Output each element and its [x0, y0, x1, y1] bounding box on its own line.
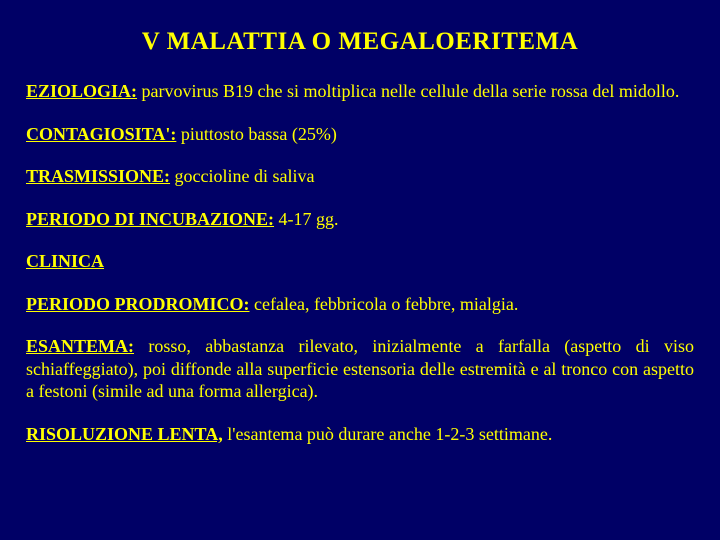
body-incubazione: 4-17 gg.: [274, 209, 339, 229]
heading-prodromico: PERIODO PRODROMICO:: [26, 294, 250, 314]
heading-esantema: ESANTEMA:: [26, 336, 134, 356]
body-prodromico: cefalea, febbricola o febbre, mialgia.: [250, 294, 519, 314]
body-trasmissione: goccioline di saliva: [170, 166, 314, 186]
heading-incubazione: PERIODO DI INCUBAZIONE:: [26, 209, 274, 229]
row-esantema: ESANTEMA: rosso, abbastanza rilevato, in…: [26, 335, 694, 403]
row-trasmissione: TRASMISSIONE: goccioline di saliva: [26, 165, 694, 188]
row-clinica: CLINICA: [26, 250, 694, 273]
row-contagiosita: CONTAGIOSITA': piuttosto bassa (25%): [26, 123, 694, 146]
body-risoluzione: l'esantema può durare anche 1-2-3 settim…: [223, 424, 553, 444]
row-risoluzione: RISOLUZIONE LENTA, l'esantema può durare…: [26, 423, 694, 446]
heading-clinica: CLINICA: [26, 251, 104, 271]
heading-trasmissione: TRASMISSIONE:: [26, 166, 170, 186]
slide-title: V MALATTIA O MEGALOERITEMA: [26, 28, 694, 56]
body-contagiosita: piuttosto bassa (25%): [176, 124, 336, 144]
body-eziologia: parvovirus B19 che si moltiplica nelle c…: [137, 81, 679, 101]
heading-eziologia: EZIOLOGIA:: [26, 81, 137, 101]
heading-risoluzione: RISOLUZIONE LENTA,: [26, 424, 223, 444]
heading-contagiosita: CONTAGIOSITA':: [26, 124, 176, 144]
row-eziologia: EZIOLOGIA: parvovirus B19 che si moltipl…: [26, 80, 694, 103]
row-prodromico: PERIODO PRODROMICO: cefalea, febbricola …: [26, 293, 694, 316]
row-incubazione: PERIODO DI INCUBAZIONE: 4-17 gg.: [26, 208, 694, 231]
slide: V MALATTIA O MEGALOERITEMA EZIOLOGIA: pa…: [0, 0, 720, 540]
